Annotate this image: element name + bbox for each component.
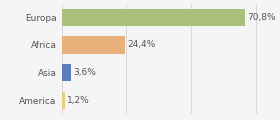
Bar bbox=[62, 92, 65, 109]
Text: 3,6%: 3,6% bbox=[73, 68, 96, 77]
Bar bbox=[62, 64, 71, 81]
Text: 24,4%: 24,4% bbox=[127, 40, 155, 49]
Bar bbox=[62, 36, 125, 54]
Text: 1,2%: 1,2% bbox=[67, 96, 90, 105]
Bar bbox=[62, 9, 245, 26]
Text: 70,8%: 70,8% bbox=[248, 13, 276, 22]
